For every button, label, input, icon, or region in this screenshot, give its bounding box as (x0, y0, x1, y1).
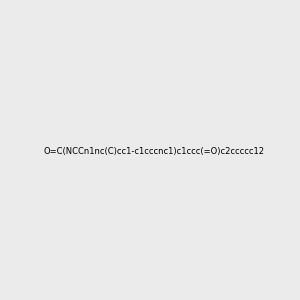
Text: O=C(NCCn1nc(C)cc1-c1cccnc1)c1ccc(=O)c2ccccc12: O=C(NCCn1nc(C)cc1-c1cccnc1)c1ccc(=O)c2cc… (43, 147, 264, 156)
